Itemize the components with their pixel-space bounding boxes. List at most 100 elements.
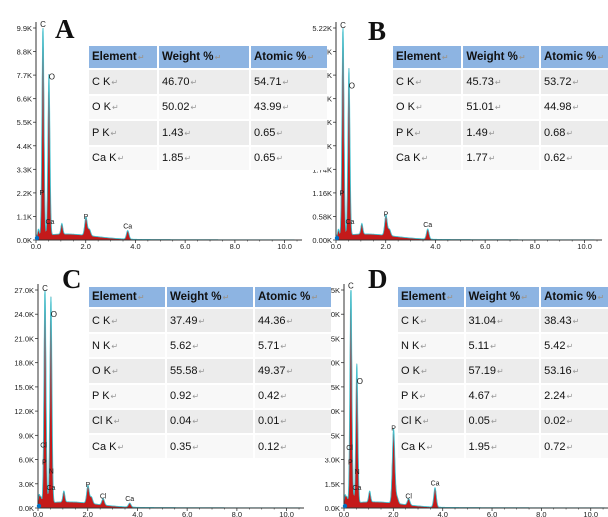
- minor-peak-label: Ca: [46, 485, 55, 492]
- table-cell: 0.05↵: [463, 407, 541, 434]
- table-header-cell: Element↵: [87, 287, 166, 308]
- minor-peak-label: P: [39, 190, 44, 197]
- table-cell: 44.36↵: [253, 306, 331, 334]
- table-cell: 46.70↵: [157, 68, 250, 95]
- x-tick-label: 4.0: [132, 510, 142, 517]
- table-cell: C K↵: [390, 68, 463, 95]
- table-row: N K↵ 5.62↵ 5.71↵: [87, 332, 331, 359]
- minor-peak-label: Ca: [352, 485, 361, 492]
- y-tick-label: 5.22K: [312, 24, 332, 33]
- composition-table-a: Element↵ Weight %↵ Atomic %↵ C K↵ 46.70↵ 54.7…: [87, 46, 327, 170]
- table-cell: 0.62↵: [539, 144, 608, 170]
- y-tick-label: 0.00K: [312, 236, 332, 245]
- minor-peak-label: Cl: [40, 442, 47, 449]
- table-row: C K↵ 46.70↵ 54.71↵: [87, 68, 327, 95]
- table-cell: 0.04↵: [165, 407, 254, 434]
- table-row: Ca K↵ 1.85↵ 0.65↵: [87, 144, 327, 170]
- table-cell: 50.02↵: [157, 93, 250, 120]
- peak-label: P: [384, 212, 389, 219]
- table-cell: 1.85↵: [157, 144, 250, 170]
- table-cell: C K↵: [396, 306, 465, 334]
- table-header-cell: Atomic %↵: [539, 287, 608, 308]
- table-header-cell: Element↵: [87, 46, 158, 69]
- x-tick-label: 2.0: [388, 510, 398, 517]
- table-row: C K↵ 45.73↵ 53.72↵: [390, 68, 608, 95]
- y-tick-label: 3.0K: [325, 456, 340, 465]
- table-row: P K↵ 1.49↵ 0.68↵: [390, 119, 608, 146]
- peak-label: Cl: [100, 494, 107, 501]
- y-tick-label: 4.5K: [325, 431, 340, 440]
- table-header-cell: Atomic %↵: [253, 287, 331, 308]
- panel-label-c: C: [62, 264, 82, 294]
- table-row: C K↵ 37.49↵ 44.36↵: [87, 306, 331, 334]
- x-tick-label: 10.0: [279, 510, 294, 517]
- table-cell: 53.16↵: [539, 357, 608, 384]
- y-tick-label: 9.0K: [19, 431, 34, 440]
- table-cell: 5.62↵: [165, 332, 254, 359]
- peak-label: C: [42, 284, 48, 293]
- x-tick-label: 0.0: [331, 242, 341, 251]
- table-cell: Ca K↵: [396, 432, 465, 459]
- table-cell: P K↵: [87, 382, 166, 409]
- table-header-cell: Weight %↵: [461, 46, 540, 69]
- y-tick-label: 15.0K: [14, 383, 34, 392]
- y-tick-label: 0.0K: [325, 504, 340, 513]
- table-cell: Ca K↵: [87, 144, 158, 170]
- x-tick-label: 10.0: [583, 510, 598, 517]
- table-cell: 44.98↵: [539, 93, 608, 120]
- y-tick-label: 0.0K: [19, 504, 34, 513]
- table-cell: 1.43↵: [157, 119, 250, 146]
- table-cell: 49.37↵: [253, 357, 331, 384]
- table-cell: 5.11↵: [463, 332, 541, 359]
- table-row: O K↵ 57.19↵ 53.16↵: [396, 357, 608, 384]
- panel-label-d: D: [368, 264, 388, 294]
- peak-label: Ca: [125, 496, 134, 503]
- table-row: P K↵ 4.67↵ 2.24↵: [396, 382, 608, 409]
- table-cell: 54.71↵: [249, 68, 327, 95]
- y-tick-label: 7.5K: [325, 383, 340, 392]
- minor-peak-label: Cl: [346, 445, 353, 452]
- table-cell: 51.01↵: [461, 93, 540, 120]
- y-tick-label: 27.0K: [14, 286, 34, 295]
- table-cell: 55.58↵: [165, 357, 254, 384]
- table-cell: N K↵: [396, 332, 465, 359]
- spectrum-panel-c: 0.0K 3.0K 6.0K 9.0K 12.0K 15.0K 18.0K 21.0K 24.0…: [14, 284, 304, 517]
- table-cell: 0.92↵: [165, 382, 254, 409]
- minor-peak-label: P: [42, 459, 47, 466]
- table-cell: 38.43↵: [539, 306, 608, 334]
- table-cell: 0.02↵: [539, 407, 608, 434]
- table-cell: O K↵: [396, 357, 465, 384]
- y-tick-label: 3.0K: [19, 480, 34, 489]
- table-cell: Ca K↵: [390, 144, 463, 170]
- table-cell: 1.77↵: [461, 144, 540, 170]
- table-cell: 0.72↵: [539, 432, 608, 459]
- table-cell: 0.12↵: [253, 432, 331, 459]
- table-cell: 5.71↵: [253, 332, 331, 359]
- x-tick-label: 6.0: [180, 242, 190, 251]
- table-cell: 0.01↵: [253, 407, 331, 434]
- table-cell: Ca K↵: [87, 432, 166, 459]
- y-tick-label: 7.7K: [17, 71, 32, 80]
- x-tick-label: 2.0: [381, 242, 391, 251]
- y-tick-label: 5.5K: [17, 118, 32, 127]
- minor-peak-label: N: [355, 469, 360, 476]
- table-header-row: Element↵ Weight %↵ Atomic %↵: [396, 287, 608, 308]
- composition-table-d: Element↵ Weight %↵ Atomic %↵ C K↵ 31.04↵ 38.4…: [396, 287, 608, 459]
- x-tick-label: 8.0: [232, 510, 242, 517]
- table-cell: O K↵: [390, 93, 463, 120]
- table-cell: 43.99↵: [249, 93, 327, 120]
- panel-label-a: A: [55, 14, 75, 44]
- composition-table-b: Element↵ Weight %↵ Atomic %↵ C K↵ 45.73↵ 53.7…: [390, 46, 608, 170]
- x-tick-label: 4.0: [437, 510, 447, 517]
- table-cell: 0.65↵: [249, 119, 327, 146]
- table-row: P K↵ 1.43↵ 0.65↵: [87, 119, 327, 146]
- y-tick-label: 4.4K: [17, 142, 32, 151]
- table-header-cell: Weight %↵: [157, 46, 250, 69]
- x-tick-label: 2.0: [81, 242, 91, 251]
- peak-label: O: [49, 72, 55, 81]
- table-row: P K↵ 0.92↵ 0.42↵: [87, 382, 331, 409]
- y-tick-label: 6.0K: [19, 456, 34, 465]
- spectrum-panel-a: 0.0K 1.1K 2.2K 3.3K 4.4K 5.5K 6.6K 7.7K 8.8K 9.9K…: [17, 20, 303, 251]
- table-cell: O K↵: [87, 93, 158, 120]
- table-cell: 0.65↵: [249, 144, 327, 170]
